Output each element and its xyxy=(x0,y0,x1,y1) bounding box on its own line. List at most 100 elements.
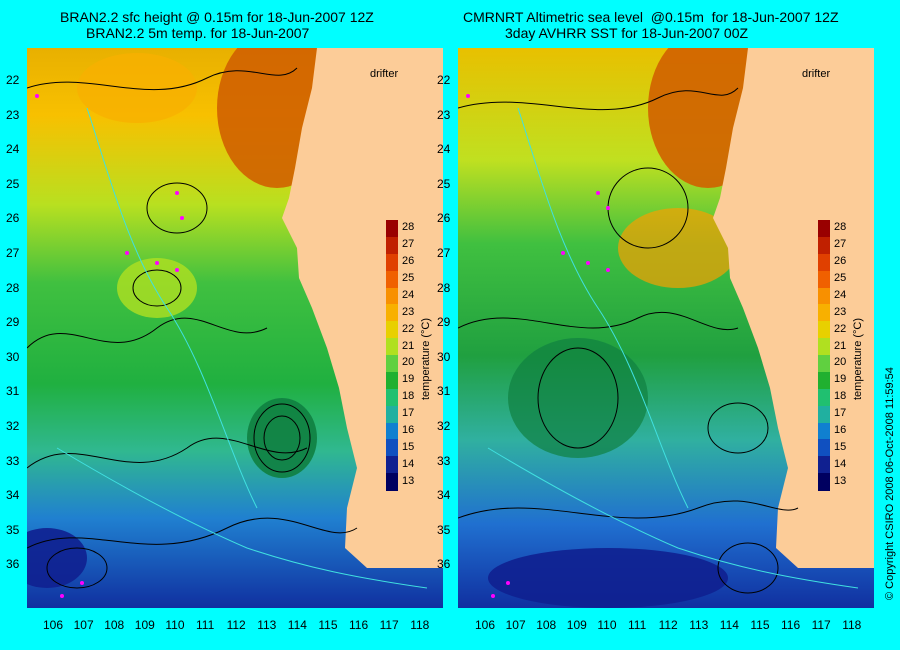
colorbar-tick-label: 17 xyxy=(834,407,847,420)
colorbar-tick-label: 13 xyxy=(834,474,847,487)
colorbar-tick-label: 18 xyxy=(834,390,847,403)
longitude-label: 111 xyxy=(196,618,215,632)
latitude-label: 26 xyxy=(437,211,451,226)
colorbar-tick-label: 16 xyxy=(402,423,415,436)
left-title-line2: BRAN2.2 5m temp. for 18-Jun-2007 xyxy=(86,25,310,41)
colorbar-swatch xyxy=(386,371,398,390)
colorbar-tick-label: 27 xyxy=(402,238,415,251)
colorbar-swatch xyxy=(386,388,398,407)
longitude-label: 118 xyxy=(410,618,430,632)
right-drifter-label: drifter xyxy=(802,68,831,80)
left-colorbar-label: temperature (°C) xyxy=(420,317,432,400)
longitude-label: 113 xyxy=(689,618,709,632)
colorbar-swatch xyxy=(818,304,830,322)
colorbar-swatch xyxy=(386,220,398,238)
longitude-label: 117 xyxy=(811,618,831,632)
longitude-label: 106 xyxy=(43,618,64,632)
latitude-label: 25 xyxy=(6,176,20,191)
colorbar-tick-label: 25 xyxy=(402,272,415,285)
colorbar-swatch xyxy=(386,321,398,339)
colorbar-swatch xyxy=(818,253,830,272)
longitude-label: 114 xyxy=(287,618,307,632)
colorbar-tick-label: 16 xyxy=(834,423,847,436)
latitude-label: 32 xyxy=(437,419,451,433)
colorbar-tick-label: 26 xyxy=(834,255,847,268)
longitude-label: 118 xyxy=(842,618,862,632)
latitude-label: 27 xyxy=(6,246,20,260)
right-land xyxy=(713,48,874,568)
colorbar-swatch xyxy=(818,473,830,491)
colorbar-swatch xyxy=(386,456,398,474)
latitude-label: 23 xyxy=(6,107,20,122)
colorbar-tick-label: 28 xyxy=(834,221,847,234)
colorbar-swatch xyxy=(386,270,398,288)
colorbar-tick-label: 18 xyxy=(402,390,415,403)
longitude-label: 114 xyxy=(719,618,739,632)
latitude-label: 35 xyxy=(437,522,451,537)
latitude-label: 22 xyxy=(437,73,451,87)
longitude-label: 113 xyxy=(257,618,277,632)
colorbar-tick-label: 24 xyxy=(402,288,415,301)
colorbar-swatch xyxy=(818,236,830,255)
latitude-label: 36 xyxy=(6,557,20,572)
colorbar-swatch xyxy=(818,388,830,407)
longitude-label: 117 xyxy=(379,618,399,632)
colorbar-tick-label: 15 xyxy=(402,440,415,453)
colorbar-tick-label: 21 xyxy=(834,339,847,352)
colorbar-swatch xyxy=(386,304,398,322)
right-map-panel xyxy=(458,48,874,608)
longitude-label: 106 xyxy=(475,618,496,632)
longitude-label: 112 xyxy=(226,618,246,632)
colorbar-swatch xyxy=(386,473,398,491)
colorbar-tick-label: 14 xyxy=(402,457,415,470)
latitude-label: 26 xyxy=(6,211,20,226)
colorbar-tick-label: 13 xyxy=(402,474,415,487)
colorbar-tick-label: 22 xyxy=(402,322,415,335)
colorbar-swatch xyxy=(818,220,830,238)
longitude-label: 107 xyxy=(505,618,526,632)
longitude-label: 109 xyxy=(566,618,587,632)
latitude-label: 23 xyxy=(437,107,451,122)
latitude-label: 35 xyxy=(6,522,20,537)
latitude-label: 24 xyxy=(6,142,20,157)
latitude-label: 28 xyxy=(437,280,451,295)
colorbar-swatch xyxy=(386,355,398,373)
colorbar-tick-label: 22 xyxy=(834,322,847,335)
right-title-line2: 3day AVHRR SST for 18-Jun-2007 00Z xyxy=(505,25,749,41)
colorbar-tick-label: 17 xyxy=(402,407,415,420)
colorbar-tick-label: 23 xyxy=(402,305,415,318)
colorbar-swatch xyxy=(386,422,398,440)
longitude-label: 112 xyxy=(658,618,678,632)
longitude-label: 111 xyxy=(628,618,647,632)
colorbar-tick-label: 27 xyxy=(834,238,847,251)
colorbar-swatch xyxy=(818,439,830,457)
latitude-label: 28 xyxy=(6,280,20,295)
latitude-label: 29 xyxy=(6,315,20,330)
longitude-label: 108 xyxy=(104,618,125,632)
colorbar-swatch xyxy=(818,338,830,356)
colorbar-swatch xyxy=(386,236,398,255)
colorbar-tick-label: 23 xyxy=(834,305,847,318)
longitude-label: 116 xyxy=(781,618,801,632)
colorbar-swatch xyxy=(386,338,398,356)
colorbar-tick-label: 28 xyxy=(402,221,415,234)
longitude-label: 115 xyxy=(318,618,338,632)
longitude-label: 110 xyxy=(165,618,185,632)
colorbar-swatch xyxy=(818,456,830,474)
colorbar-tick-label: 19 xyxy=(402,373,415,386)
colorbar-swatch xyxy=(818,287,830,305)
left-map-panel xyxy=(27,48,443,608)
colorbar-swatch xyxy=(386,439,398,457)
latitude-label: 24 xyxy=(437,142,451,157)
latitude-label: 30 xyxy=(437,349,451,364)
latitude-label: 29 xyxy=(437,315,451,330)
latitude-label: 30 xyxy=(6,349,20,364)
colorbar-tick-label: 24 xyxy=(834,288,847,301)
colorbar-swatch xyxy=(386,287,398,305)
colorbar-tick-label: 19 xyxy=(834,373,847,386)
colorbar-tick-label: 14 xyxy=(834,457,847,470)
latitude-label: 34 xyxy=(437,488,451,503)
colorbar-swatch xyxy=(818,270,830,288)
latitude-label: 33 xyxy=(6,453,20,468)
longitude-label: 110 xyxy=(597,618,617,632)
